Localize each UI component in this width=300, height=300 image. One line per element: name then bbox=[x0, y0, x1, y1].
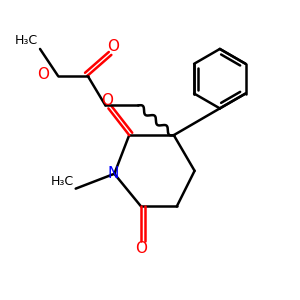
Text: O: O bbox=[37, 67, 49, 82]
Text: N: N bbox=[107, 166, 118, 181]
Text: H₃C: H₃C bbox=[51, 175, 74, 188]
Text: O: O bbox=[135, 241, 147, 256]
Text: O: O bbox=[101, 93, 113, 108]
Text: H₃C: H₃C bbox=[15, 34, 38, 46]
Text: O: O bbox=[107, 39, 119, 54]
